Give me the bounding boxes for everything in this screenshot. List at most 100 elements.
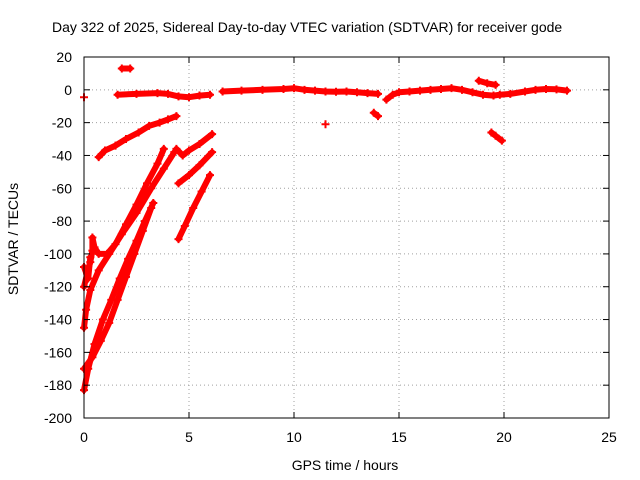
y-axis-label: SDTVAR / TECUs: [5, 183, 21, 295]
data-point: [164, 89, 172, 98]
data-point: [178, 151, 187, 160]
data-point: [105, 249, 114, 258]
series-arc-2: [172, 130, 217, 160]
x-tick-label: 5: [185, 429, 193, 445]
data-point: [497, 136, 506, 145]
grid: [84, 57, 609, 418]
data-point: [382, 95, 391, 104]
y-tick-label: -140: [44, 312, 72, 328]
data-point: [132, 89, 141, 98]
data-point: [82, 305, 91, 314]
series-blip-11: [321, 120, 330, 129]
series-baseline-b: [218, 84, 382, 98]
data-point: [290, 84, 298, 93]
y-tick-label: 0: [64, 82, 72, 98]
data-point: [185, 93, 193, 102]
data-point: [185, 171, 193, 180]
data-point: [206, 90, 214, 99]
data-point: [185, 146, 193, 155]
data-point: [174, 92, 183, 101]
data-point: [206, 171, 214, 180]
series-line: [175, 149, 216, 187]
data-point: [105, 318, 114, 327]
data-point: [153, 89, 162, 98]
data-point: [174, 179, 183, 188]
data-point: [416, 86, 424, 95]
data-point: [491, 131, 500, 140]
data-point: [426, 85, 435, 94]
data-point: [321, 120, 330, 129]
data-point: [342, 87, 351, 96]
x-tick-label: 25: [601, 429, 617, 445]
data-point: [84, 274, 93, 283]
y-tick-label: -120: [44, 279, 72, 295]
data-point: [495, 90, 504, 99]
data-point: [172, 112, 181, 121]
series-baseline-c: [382, 84, 571, 104]
y-tick-label: 20: [56, 49, 72, 65]
data-point: [170, 148, 179, 157]
data-point: [374, 112, 382, 121]
x-tick-label: 15: [391, 429, 407, 445]
chart-title: Day 322 of 2025, Sidereal Day-to-day VTE…: [52, 19, 562, 35]
data-point: [506, 89, 515, 98]
data-point: [195, 139, 204, 148]
x-tick-label: 10: [286, 429, 302, 445]
series-arc-6: [80, 148, 179, 332]
data-point: [374, 89, 382, 98]
y-tick-label: -100: [44, 246, 72, 262]
data-point: [124, 254, 133, 263]
data-point: [218, 87, 227, 96]
data-point: [145, 121, 154, 130]
data-point: [149, 199, 158, 208]
data-point: [258, 85, 267, 94]
x-tick-label: 20: [496, 429, 512, 445]
plot-frame: [83, 56, 610, 419]
y-tick-label: -160: [44, 344, 72, 360]
data-point: [474, 76, 483, 85]
data-point: [153, 159, 162, 168]
series-arc-1: [94, 112, 181, 162]
data-point: [311, 86, 319, 95]
data-point: [363, 89, 372, 98]
data-point: [437, 84, 445, 93]
data-point: [479, 90, 487, 99]
data-point: [487, 128, 496, 137]
series-baseline-a: [113, 89, 214, 102]
data-point: [84, 364, 93, 373]
series-top-blip: [117, 64, 135, 73]
data-point: [197, 187, 206, 196]
series-arc-4: [174, 171, 214, 244]
data-point: [447, 84, 456, 93]
y-tick-label: -60: [52, 180, 72, 196]
data-point: [395, 88, 403, 97]
data-point: [111, 141, 120, 150]
data-point: [321, 87, 330, 96]
series-arc-19.5: [487, 128, 506, 145]
data-point: [132, 208, 141, 217]
data-point: [94, 266, 103, 275]
data-point: [90, 340, 99, 349]
data-point: [98, 315, 107, 324]
data-point: [94, 249, 103, 258]
data-point: [552, 85, 561, 94]
data-point: [115, 274, 124, 283]
data-point: [369, 108, 378, 117]
data-point: [159, 164, 168, 173]
data-point: [86, 253, 95, 262]
data-point: [117, 230, 126, 239]
data-point: [189, 203, 198, 212]
data-point: [208, 130, 217, 139]
series-blip-14: [369, 108, 382, 121]
data-point: [542, 84, 550, 93]
data-point: [107, 295, 116, 304]
data-point: [147, 184, 156, 193]
data-point: [468, 88, 477, 97]
data-point: [132, 236, 141, 245]
data-point: [155, 118, 164, 127]
data-point: [122, 135, 130, 144]
data-point: [332, 87, 340, 96]
data-point: [134, 128, 143, 137]
data-point: [279, 84, 288, 93]
data-point: [140, 217, 149, 226]
